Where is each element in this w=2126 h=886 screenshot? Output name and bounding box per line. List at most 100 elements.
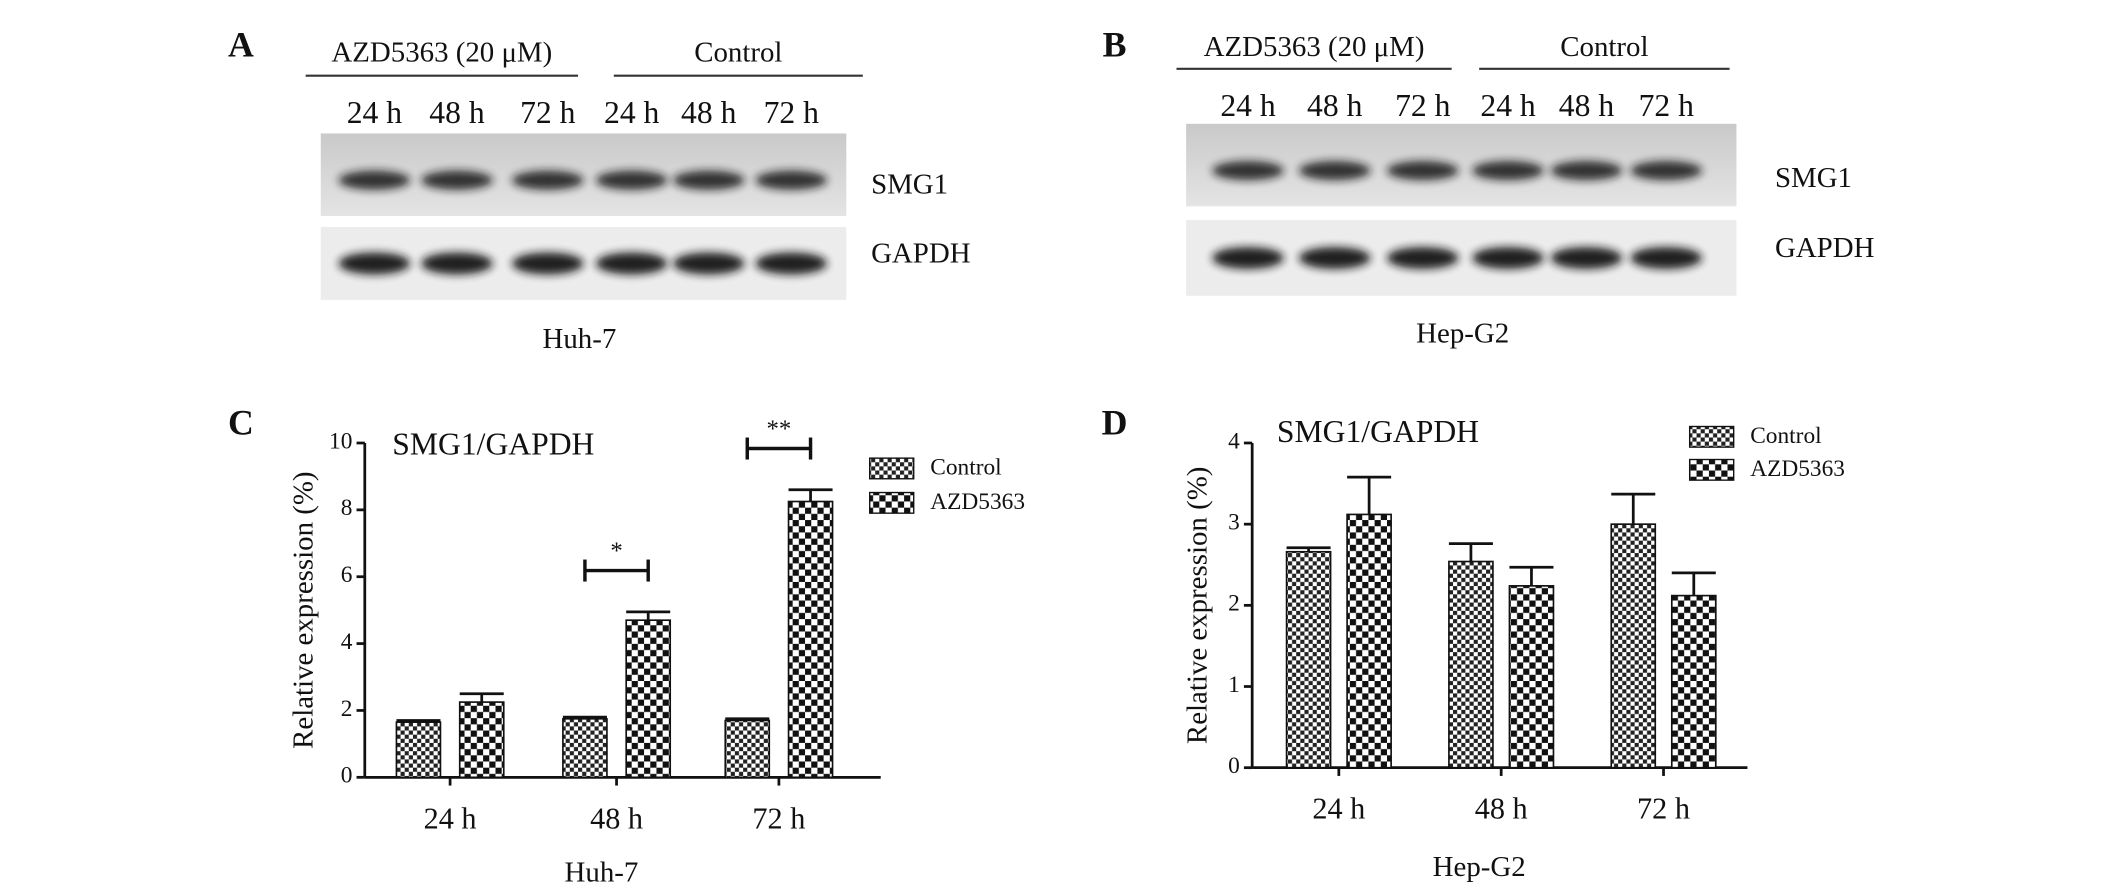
error-bar xyxy=(626,610,671,621)
y-tick-label: 2 xyxy=(1228,591,1240,617)
y-tick-label: 6 xyxy=(341,562,353,588)
blot-band xyxy=(512,252,584,275)
chart-title: SMG1/GAPDH xyxy=(1277,414,1479,449)
blot-band xyxy=(1472,246,1544,269)
blot-band xyxy=(1298,246,1371,269)
error-bar xyxy=(1509,565,1554,586)
blot-band xyxy=(672,252,745,275)
blot-band xyxy=(1630,246,1703,269)
blot-band xyxy=(1386,246,1459,269)
bar xyxy=(395,721,442,779)
blot-band xyxy=(1298,160,1371,181)
legend-label: Control xyxy=(1750,423,1822,449)
lane-label: 72 h xyxy=(520,95,576,130)
lane-label: 72 h xyxy=(1639,88,1695,123)
y-tick-label: 10 xyxy=(329,428,352,454)
legend-swatch xyxy=(869,491,915,514)
error-bar xyxy=(1448,542,1493,562)
legend-swatch xyxy=(1688,425,1735,448)
bar xyxy=(1610,523,1657,769)
y-tick-label: 4 xyxy=(1228,428,1240,454)
x-axis-title: Hep-G2 xyxy=(1433,851,1526,883)
bar xyxy=(1285,550,1332,769)
panel-letter: D xyxy=(1102,403,1128,443)
y-tick-label: 0 xyxy=(1228,753,1240,779)
band-label: SMG1 xyxy=(1775,162,1852,194)
blot-background xyxy=(320,133,847,216)
panel-letter: B xyxy=(1103,24,1127,64)
lane-label: 48 h xyxy=(681,95,737,130)
bar xyxy=(1670,594,1717,769)
group-label: Control xyxy=(694,37,782,69)
x-tick-label: 72 h xyxy=(1637,792,1690,826)
blot-band xyxy=(338,170,411,190)
legend-label: Control xyxy=(930,454,1002,480)
x-tick-label: 24 h xyxy=(1312,792,1365,826)
lane-label: 24 h xyxy=(1220,88,1276,123)
lane-label: 72 h xyxy=(764,95,820,130)
y-tick-label: 1 xyxy=(1228,672,1240,698)
y-tick-label: 0 xyxy=(341,763,353,789)
blot-band xyxy=(1630,160,1703,181)
lane-label: 24 h xyxy=(1480,88,1536,123)
bar xyxy=(1448,560,1494,769)
bar xyxy=(562,717,608,779)
lane-label: 24 h xyxy=(604,95,660,130)
panel-letter: A xyxy=(228,24,254,64)
y-axis-title: Relative expression (%) xyxy=(1182,467,1214,744)
error-bar xyxy=(725,717,770,721)
legend-swatch xyxy=(1688,458,1735,481)
y-axis-title: Relative expression (%) xyxy=(287,471,319,748)
blot-band xyxy=(672,170,745,190)
bar xyxy=(458,701,505,779)
error-bar xyxy=(1611,492,1656,525)
y-tick-label: 2 xyxy=(341,696,353,722)
error-bar xyxy=(1671,571,1716,596)
blot-band xyxy=(595,252,668,275)
x-tick-label: 48 h xyxy=(590,801,643,835)
y-tick-label: 3 xyxy=(1228,510,1240,536)
chart-title: SMG1/GAPDH xyxy=(392,426,594,461)
significance-label: * xyxy=(610,537,622,564)
error-bar xyxy=(1347,475,1392,515)
lane-label: 48 h xyxy=(1559,88,1615,123)
blot-band xyxy=(421,252,493,275)
significance-label: ** xyxy=(767,415,792,442)
blot-band xyxy=(1550,160,1623,181)
x-tick-label: 24 h xyxy=(424,801,477,835)
legend-swatch xyxy=(869,457,915,480)
blot-band xyxy=(421,170,493,190)
error-bar xyxy=(459,692,504,703)
bar xyxy=(1346,513,1392,769)
lane-label: 72 h xyxy=(1395,88,1451,123)
blot-band xyxy=(755,252,828,275)
x-axis-title: Huh-7 xyxy=(565,857,639,886)
band-label: GAPDH xyxy=(1775,232,1874,264)
cell-label: Huh-7 xyxy=(543,323,617,355)
blot-band xyxy=(512,170,584,190)
blot-band xyxy=(1472,160,1544,181)
band-label: SMG1 xyxy=(871,169,948,201)
y-tick-label: 4 xyxy=(341,629,353,655)
group-label: AZD5363 (20 μM) xyxy=(331,37,552,69)
bar xyxy=(787,500,834,779)
group-label: Control xyxy=(1560,31,1648,63)
blot-band xyxy=(755,170,828,190)
lane-label: 48 h xyxy=(1307,88,1363,123)
blot-band xyxy=(595,170,668,190)
blot-band xyxy=(1212,246,1284,269)
blot-band xyxy=(1386,160,1459,181)
lane-label: 48 h xyxy=(429,95,485,130)
bar xyxy=(1508,585,1555,769)
legend-label: AZD5363 xyxy=(930,489,1025,515)
bar xyxy=(724,719,771,779)
bar xyxy=(625,619,672,779)
panel-letter: C xyxy=(228,403,254,443)
blot-band xyxy=(1550,246,1623,269)
cell-label: Hep-G2 xyxy=(1416,317,1509,349)
legend-label: AZD5363 xyxy=(1750,456,1845,482)
x-tick-label: 72 h xyxy=(752,801,805,835)
blot-band xyxy=(338,252,411,275)
